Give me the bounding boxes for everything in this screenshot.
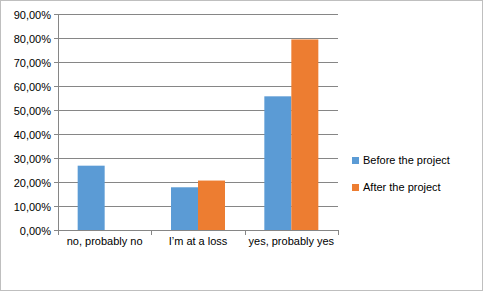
y-tick — [54, 134, 58, 135]
y-tick — [54, 182, 58, 183]
bar — [105, 230, 132, 231]
grid-line — [58, 230, 338, 231]
y-tick — [54, 206, 58, 207]
y-tick — [54, 38, 58, 39]
y-tick — [54, 158, 58, 159]
bar — [291, 39, 318, 230]
y-tick — [54, 230, 58, 231]
y-tick — [54, 14, 58, 15]
y-tick-label: 50,00% — [14, 105, 52, 117]
chart: 0,00% 10,00% 20,00% 30,00% 40,00% 50,00% 60,00… — [0, 0, 483, 291]
bar — [198, 181, 225, 230]
x-tick — [245, 230, 246, 235]
y-tick-label: 30,00% — [14, 153, 52, 165]
bar — [171, 187, 198, 230]
label-line: no, probably no — [67, 235, 143, 247]
chart-frame — [1, 1, 483, 291]
label-line: yes, probably yes — [249, 235, 335, 247]
grid-line — [58, 14, 338, 15]
y-tick-label: 70,00% — [14, 57, 52, 69]
legend-swatch — [352, 157, 359, 164]
y-tick — [54, 110, 58, 111]
bar — [264, 96, 291, 230]
y-tick — [54, 62, 58, 63]
y-tick — [54, 86, 58, 87]
x-tick — [338, 230, 339, 235]
y-axis: 0,00% 10,00% 20,00% 30,00% 40,00% 50,00% 60,00… — [14, 9, 338, 237]
grid-line — [58, 38, 338, 39]
x-axis-line — [58, 230, 338, 231]
label-line: I’m at a loss — [169, 235, 228, 247]
y-tick-label: 60,00% — [14, 81, 52, 93]
y-tick-label: 40,00% — [14, 129, 52, 141]
y-axis-line — [58, 14, 59, 230]
x-axis: no, probably no I’m at a loss yes, probabl… — [58, 230, 339, 247]
y-tick-label: 90,00% — [14, 9, 52, 21]
y-tick-label: 20,00% — [14, 177, 52, 189]
bar — [78, 166, 105, 230]
bars — [78, 39, 319, 230]
x-tick-label: yes, probably yes — [249, 235, 335, 247]
y-tick-label: 0,00% — [20, 225, 51, 237]
legend: Before the project After the project — [352, 154, 450, 193]
x-tick — [58, 230, 59, 235]
x-tick-label: I’m at a loss — [169, 235, 228, 247]
legend-label: After the project — [363, 181, 441, 193]
legend-label: Before the project — [363, 154, 450, 166]
legend-swatch — [352, 184, 359, 191]
x-tick — [151, 230, 152, 235]
x-tick-label: no, probably no — [67, 235, 143, 247]
y-tick-label: 10,00% — [14, 201, 52, 213]
y-tick-label: 80,00% — [14, 33, 52, 45]
